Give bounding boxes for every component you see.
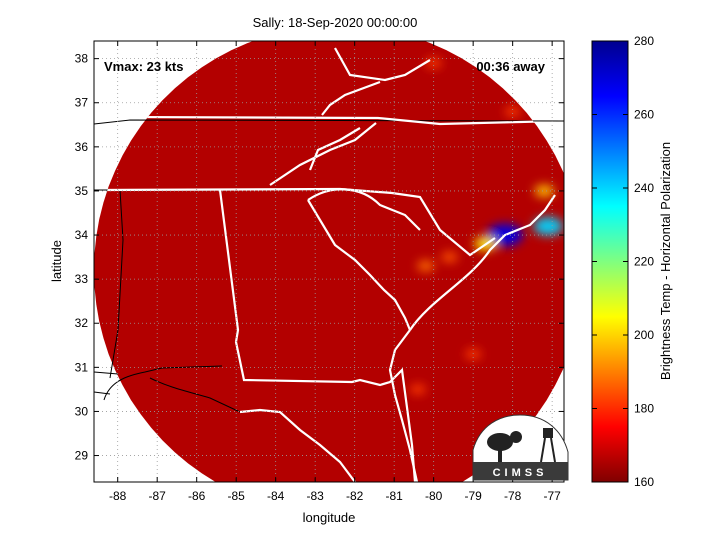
x-tick-label: -81 [385,489,403,503]
swath [94,41,564,482]
water-tower-legs [540,437,556,463]
y-tick-label: 37 [75,96,89,110]
colorbar-tick-label: 200 [634,328,654,342]
state-line-va-ky [321,80,381,116]
swath-fill [94,41,564,482]
coastline-atlantic-sc-nc [409,194,556,331]
plot-area [94,41,564,482]
state-line-va-nc [94,119,564,125]
y-axis-label: latitude [49,240,64,282]
state-line-wv [334,47,431,82]
colorbar-tick-label: 180 [634,402,654,416]
coastline-gulf-edge [94,371,119,395]
hotspot [534,184,555,198]
y-tick-label: 38 [75,52,89,66]
colorbar: 160 180 200 220 240 260 280 Brightness Temp - … [591,34,673,489]
colorbar-tick-label: 240 [634,181,654,195]
state-line-tn-inner [308,127,361,171]
hotspot [533,217,564,236]
y-tick-label: 31 [75,360,89,374]
x-tick-label: -80 [425,489,443,503]
x-tick-label: -78 [504,489,522,503]
x-axis-label: longitude [303,510,356,525]
chart-title: Sally: 18-Sep-2020 00:00:00 [253,15,418,30]
x-tick-label: -84 [267,489,285,503]
colorbar-label: Brightness Temp - Horizontal Polarizatio… [658,142,673,380]
y-tick-label: 33 [75,272,89,286]
cimss-logo: CIMSS [472,414,569,481]
x-tick-label: -79 [464,489,482,503]
x-tick-label: -85 [228,489,246,503]
coastline-gulf-bay [149,377,241,413]
vmax-annotation: Vmax: 23 kts [104,59,184,74]
small-dish-icon [510,431,522,443]
state-line-ga-al-fl [218,189,417,482]
y-tick-label: 35 [75,184,89,198]
x-tick-label: -82 [346,489,364,503]
colorbar-tick-label: 160 [634,475,654,489]
x-tick-label: -86 [188,489,206,503]
hotspot [417,260,435,272]
y-tick-label: 32 [75,316,89,330]
satellite-dish-icon [487,433,513,451]
water-tower-icon [543,428,553,438]
hotspot [441,251,458,263]
axis-ticks [94,41,564,482]
grid [94,41,564,482]
colorbar-gradient [591,40,629,483]
x-tick-label: -88 [109,489,127,503]
hotspot [504,106,521,117]
x-tick-label: -87 [149,489,167,503]
state-line-sc-north [307,188,421,231]
colorbar-tick-label: 260 [634,108,654,122]
coastline-atlantic-ga-fl [388,329,419,482]
x-tick-label: -77 [543,489,561,503]
coastline-fl-panhandle [239,408,356,482]
x-tick-labels: -88 -87 -86 -85 -84 -83 -82 -81 -80 -79 -78 -77 [109,489,561,503]
y-tick-label: 29 [75,449,89,463]
dish-stand [498,448,502,462]
colorbar-tick-label: 220 [634,255,654,269]
y-tick-label: 34 [75,228,89,242]
time-away-annotation: 00:36 away [476,59,545,74]
colorbar-tick-label: 280 [634,34,654,48]
logo-banner [473,462,568,480]
axes-box [93,40,565,483]
y-tick-labels: 29 30 31 32 33 34 35 36 37 38 [75,52,89,463]
hotspot [425,57,442,69]
state-line-nc-tn [269,122,377,186]
x-tick-label: -83 [307,489,325,503]
logo-text: CIMSS [493,467,548,479]
colorbar-ticks: 160 180 200 220 240 260 280 [592,34,654,489]
y-tick-label: 36 [75,140,89,154]
state-line-ga-sc [307,199,412,331]
state-line-al-ms [109,189,124,379]
hotspot [465,348,482,360]
y-tick-label: 30 [75,404,89,418]
hotspot [409,384,426,395]
